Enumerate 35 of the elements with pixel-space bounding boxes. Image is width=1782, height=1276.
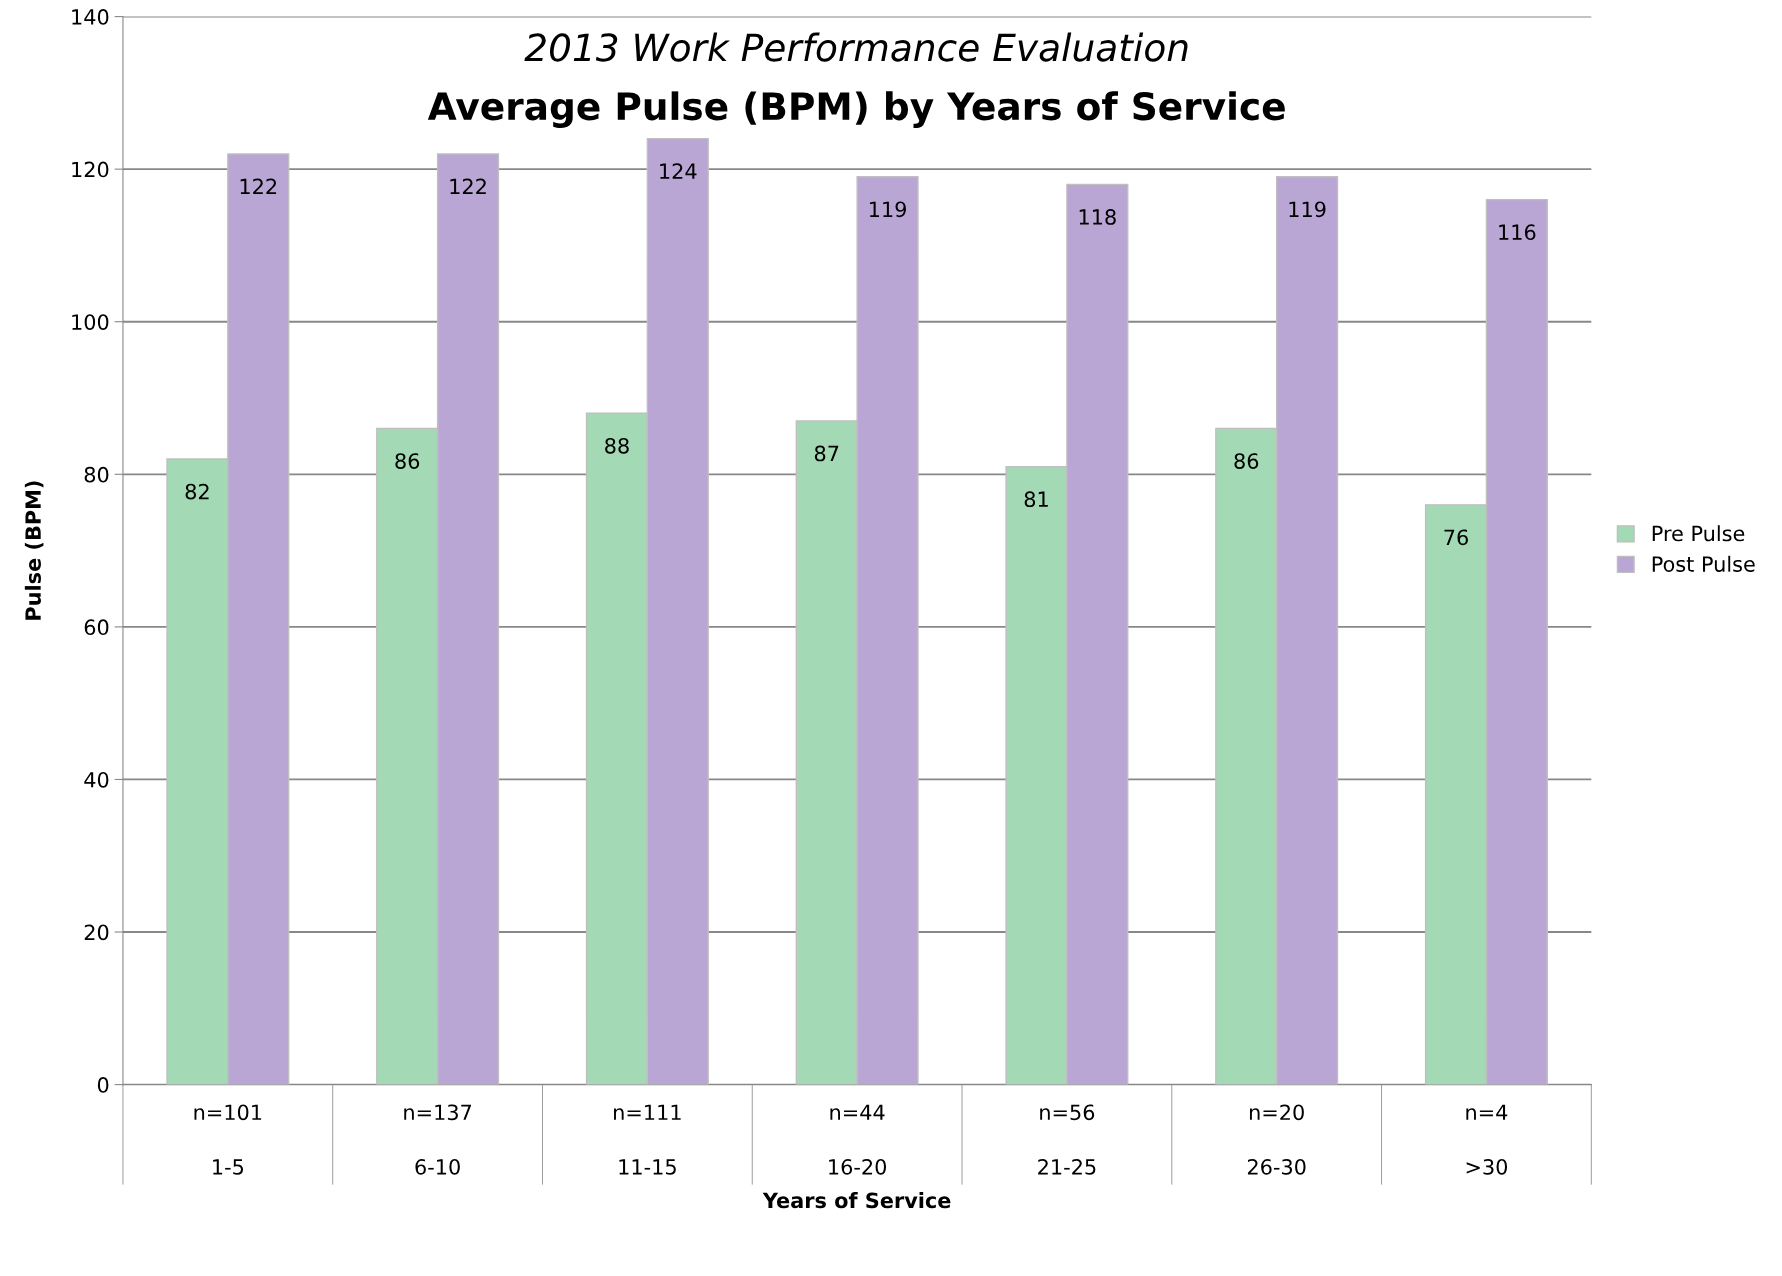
y-tick-label: 0	[97, 1077, 109, 1093]
category-label: n=56 21-25	[1038, 1104, 1096, 1175]
y-tick-label: 140	[72, 9, 109, 25]
data-label: 116	[1499, 224, 1536, 241]
category-label: n=137 6-10	[404, 1104, 472, 1175]
y-tick-label: 60	[84, 619, 109, 636]
y-axis-title: Pulse (BPM)	[24, 481, 44, 620]
category-label: n=44 16-20	[829, 1104, 887, 1175]
y-tick-label: 80	[84, 466, 109, 483]
data-label: 118	[1079, 209, 1116, 225]
data-label: 119	[1289, 201, 1326, 218]
legend-label: Pre Pulse	[1652, 525, 1745, 542]
category-label: n=20 26-30	[1247, 1104, 1306, 1175]
legend-label: Post Pulse	[1652, 555, 1755, 572]
category-label: n=101 1-5	[194, 1104, 262, 1175]
data-label: 82	[185, 483, 209, 500]
data-label: 119	[869, 201, 906, 218]
y-tick-label: 100	[72, 314, 109, 330]
category-label: n=111 11-15	[614, 1104, 681, 1175]
data-label: 88	[605, 437, 629, 454]
y-tick-label: 120	[72, 161, 109, 178]
category-label: n=4 >30	[1466, 1104, 1508, 1175]
data-label: 86	[1234, 453, 1259, 469]
y-tick-label: 40	[84, 771, 109, 788]
data-label: 122	[240, 178, 277, 195]
x-axis-title: Years of Service	[762, 1192, 951, 1209]
data-label: 86	[395, 453, 420, 469]
data-label: 81	[1024, 491, 1048, 508]
data-label: 76	[1444, 529, 1468, 546]
text: Average Pulse (BPM) by Years of Service	[427, 91, 1285, 128]
y-tick-label: 20	[84, 924, 109, 941]
data-label: 124	[660, 163, 697, 179]
chart-title: 2013 Work Performance Evaluation	[524, 32, 1188, 62]
data-label: 122	[450, 178, 486, 195]
data-label: 87	[814, 445, 839, 462]
